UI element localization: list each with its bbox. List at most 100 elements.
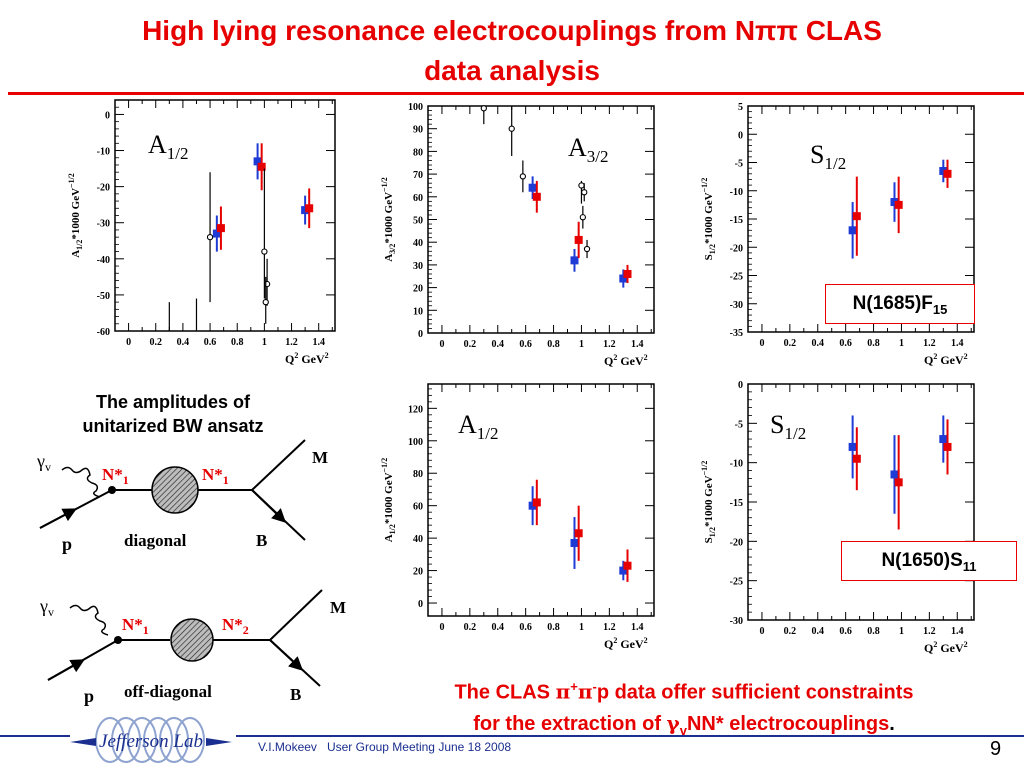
conclusion-text: The CLAS π+π-p data offer sufficient con… [372,672,996,746]
data-point [619,566,628,575]
footer-divider-left [0,735,70,737]
x-tick-label: 0 [439,622,444,633]
data-point-open [579,214,587,221]
y-tick-label: -20 [730,243,743,254]
x-tick-label: 0.2 [464,339,477,350]
data-point [532,498,541,507]
photon-label: γv [36,451,51,474]
data-point [623,561,632,570]
data-point [528,501,537,510]
state-box-s11: N(1650)S11 [841,541,1017,581]
chart-a32-f15: 0 0.2 0.4 0.6 0.8 1 1.2 1.4 0 10 20 30 40 50 60 70 80 90 1… [380,102,655,368]
amplitude-label: S1/2 [810,140,846,173]
y-tick-label: -10 [97,147,110,158]
y-axis-label: S1/2*1000 GeV−1/2 [700,461,717,544]
data-point [619,274,628,283]
pi-symbol: π [577,679,593,704]
state-box-f15: N(1685)F15 [825,284,975,324]
meson-label: M [330,598,346,617]
plot-frame [427,383,655,617]
y-tick-label: 100 [408,102,423,113]
chart-s12-s11: 0 0.2 0.4 0.6 0.8 1 1.2 1.4 0 -5 -10 -15 -20 -25 -30 S1… [700,380,975,655]
x-tick-label: 1.4 [951,338,964,349]
y-tick-label: -20 [730,537,743,548]
data-point [943,442,952,451]
y-axis-label: A1/2*1000 GeV−1/2 [67,173,84,258]
footer-event: User Group Meeting June 18 2008 [326,740,512,754]
chart-a12-s11: 0 0.2 0.4 0.6 0.8 1 1.2 1.4 0 20 40 60 80 100 120 A1/2*… [380,383,655,651]
data-point-open [206,234,214,241]
data-point [528,183,537,192]
conclusion-line1: The CLAS π+π-p data offer sufficient con… [372,672,996,708]
state-subscript: 11 [962,558,977,574]
data-point-open [261,248,268,255]
gamma-subscript: v [679,722,687,738]
x-tick-label: 0.6 [839,338,852,349]
y-tick-label: -30 [730,300,743,311]
data-point [623,269,632,278]
y-tick-label: 100 [408,437,423,448]
y-tick-label: 20 [413,567,423,578]
conclusion-text-d: NN* electrocouplings [686,712,890,735]
proton-label: p [84,686,94,706]
photon-line [69,604,109,636]
x-axis-label: Q2 GeV2 [285,351,329,366]
conclusion-line2: for the extraction of γvNN* electrocoupl… [372,708,996,746]
x-tick-label: 0.4 [812,338,825,349]
x-tick-label: 0 [439,339,444,350]
conclusion-text-b: p data offer sufficient constraints [596,681,914,704]
charge-plus: + [570,679,578,694]
data-point [574,235,583,244]
chart-a12-f15: 0 0.2 0.4 0.6 0.8 1 1.2 1.4 0 -10 -20 -30 -40 -50 -60 A… [67,99,336,366]
x-tick-label: 1.2 [923,626,936,637]
y-tick-label: -15 [730,215,743,226]
conclusion-text-c: for the extraction of [473,712,667,735]
gamma-symbol: γ [666,710,680,735]
slide-title-line1: High lying resonance electrocouplings fr… [142,15,882,46]
data-point [570,538,579,547]
x-tick-label: 0.6 [519,622,532,633]
y-tick-label: 60 [413,193,423,204]
pi-symbol: π [555,679,571,704]
y-tick-label: 80 [413,469,423,480]
x-tick-label: 1.2 [923,338,936,349]
y-tick-label: 120 [408,404,423,415]
y-tick-label: 0 [418,599,423,610]
y-tick-label: -35 [730,328,743,339]
x-tick-label: 0 [126,337,131,348]
x-tick-label: 0.2 [784,338,797,349]
proton-arrow [47,659,85,681]
data-point [939,435,948,444]
y-tick-label: -30 [97,219,110,230]
baryon-label: B [256,531,267,550]
y-tick-label: -5 [735,419,743,430]
y-tick-label: 40 [413,534,423,545]
x-tick-label: 1 [579,622,584,633]
y-tick-label: 0 [105,110,110,121]
feynman-diagrams: γv N*1 N*1 M B p diagonal γv N*1 N*2 M B… [36,439,346,706]
x-tick-label: 0.6 [839,626,852,637]
data-point [257,162,266,171]
x-tick-label: 0.4 [812,626,825,637]
self-energy-blob [151,466,199,514]
chart-s12-f15: 0 0.2 0.4 0.6 0.8 1 1.2 1.4 5 0 -5 -10 -15 -20 -25 -30 -… [700,102,975,367]
page-number: 9 [990,738,1002,760]
x-tick-label: 0.2 [149,337,162,348]
y-tick-label: 10 [413,306,423,317]
x-tick-label: 0.2 [464,622,477,633]
x-tick-label: 0.2 [784,626,797,637]
x-tick-label: 0.8 [867,626,880,637]
data-point [532,192,541,201]
y-tick-label: -60 [97,327,110,338]
x-tick-label: 1.4 [951,626,964,637]
y-tick-label: 60 [413,502,423,513]
data-point [848,226,857,235]
y-tick-label: 90 [413,125,423,136]
x-tick-label: 0.4 [492,339,505,350]
offdiagonal-label: off-diagonal [124,682,212,701]
footer-author: V.I.Mokeev [258,740,317,754]
x-tick-label: 1.2 [285,337,298,348]
x-tick-label: 1 [262,337,267,348]
y-axis-label: A1/2*1000 GeV−1/2 [380,458,397,543]
x-tick-label: 0.4 [177,337,190,348]
